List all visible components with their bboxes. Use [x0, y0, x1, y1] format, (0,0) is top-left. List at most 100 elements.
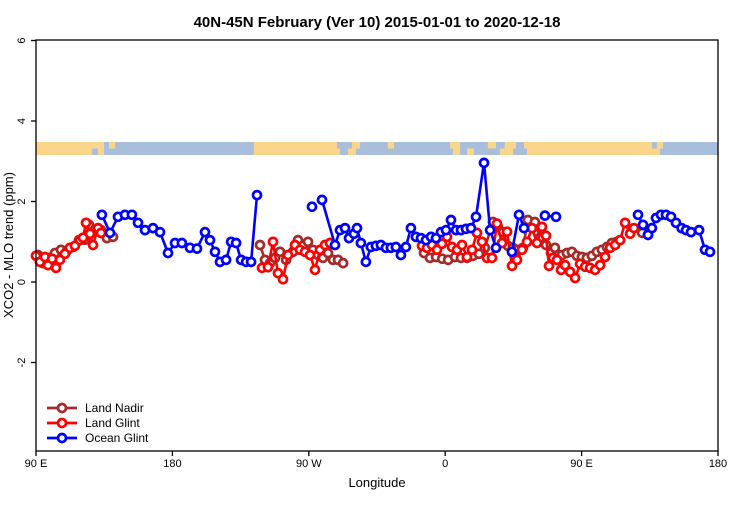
data-point: [466, 244, 478, 256]
data-point: [569, 272, 581, 284]
map-strip-segment-land: [656, 142, 663, 149]
chart-title: 40N-45N February (Ver 10) 2015-01-01 to …: [194, 14, 561, 31]
series-land-glint: [30, 217, 640, 285]
data-point: [516, 244, 528, 256]
data-point: [511, 254, 523, 266]
map-strip-segment-ocean: [512, 148, 528, 155]
data-point: [209, 246, 221, 258]
data-point: [282, 249, 294, 261]
map-strip-segment-land: [109, 142, 115, 149]
map-strip-segment-land: [450, 142, 461, 149]
data-point: [599, 251, 611, 263]
data-point: [230, 237, 242, 249]
data-point: [559, 259, 571, 271]
map-strip-segment-land: [527, 148, 660, 155]
data-point: [191, 243, 203, 254]
map-strip-segment-ocean: [104, 142, 110, 149]
data-point: [95, 227, 107, 239]
data-point: [339, 222, 351, 234]
data-point: [84, 228, 96, 240]
data-point: [628, 222, 640, 234]
map-strip-segment-land: [487, 142, 496, 149]
map-strip-segment-ocean: [515, 142, 525, 149]
data-point: [302, 236, 314, 248]
data-point: [491, 218, 503, 229]
plot-border: [35, 39, 719, 452]
data-point: [513, 209, 525, 221]
map-strip-segment-ocean: [114, 142, 254, 149]
map-strip-segment-ocean: [460, 142, 488, 149]
data-point: [351, 222, 363, 234]
legend-marker-icon: [56, 417, 68, 429]
map-strip-segment-ocean: [495, 142, 505, 149]
map-strip-segment-land: [36, 142, 105, 149]
data-point: [337, 257, 349, 269]
data-point: [445, 214, 457, 226]
data-point: [50, 262, 62, 274]
data-point: [254, 239, 266, 251]
data-point: [162, 247, 174, 259]
data-point: [87, 239, 99, 251]
x-tick-label: 0: [442, 458, 448, 470]
x-tick-label: 90 W: [296, 458, 322, 470]
data-point: [632, 209, 644, 221]
data-point: [614, 234, 626, 246]
x-tick-label: 90 E: [25, 458, 48, 470]
data-point: [551, 254, 563, 266]
data-point: [540, 230, 552, 242]
map-strip-segment-ocean: [104, 148, 254, 155]
y-tick-label: 0: [16, 279, 28, 285]
data-point: [536, 221, 548, 233]
data-point: [309, 264, 321, 276]
map-strip-segment-land: [97, 148, 105, 155]
legend-marker-icon: [56, 402, 68, 414]
data-point: [704, 246, 716, 258]
data-point: [126, 209, 138, 221]
data-point: [304, 249, 316, 261]
data-point: [245, 256, 257, 268]
data-point: [539, 210, 551, 221]
legend-item-land-nadir: Land Nadir: [47, 401, 144, 415]
data-point: [440, 224, 452, 236]
map-strip-segment-land: [524, 142, 652, 149]
data-point: [360, 256, 372, 268]
data-point: [199, 226, 211, 238]
map-strip: [36, 142, 718, 155]
map-strip-segment-ocean: [393, 142, 451, 149]
map-strip-segment-ocean: [651, 142, 657, 149]
series-ocean-glint: [96, 157, 716, 268]
y-axis-title: XCO2 - MLO trend (ppm): [1, 172, 16, 318]
data-point: [465, 222, 477, 234]
data-point: [478, 157, 490, 169]
data-point: [506, 246, 518, 258]
data-point: [277, 273, 289, 285]
map-strip-segment-ocean: [355, 148, 453, 155]
data-point: [476, 236, 488, 248]
x-tick-label: 90 E: [570, 458, 593, 470]
data-point: [646, 222, 658, 234]
data-point: [543, 260, 555, 272]
data-point: [176, 237, 188, 249]
data-series: [30, 157, 716, 285]
data-point: [154, 226, 166, 238]
data-point: [456, 239, 468, 251]
map-strip-segment-ocean: [340, 148, 349, 155]
map-strip-segment-land: [351, 142, 361, 149]
data-point: [251, 189, 263, 201]
legend-item-land-glint: Land Glint: [47, 416, 140, 430]
data-point: [518, 222, 530, 234]
map-strip-segment-land: [452, 148, 461, 155]
data-point: [521, 236, 533, 248]
map-strip-segment-land: [500, 148, 513, 155]
data-point: [619, 217, 631, 229]
data-point: [355, 237, 367, 249]
map-strip-segment-ocean: [659, 148, 718, 155]
data-point: [96, 209, 108, 221]
data-point: [390, 241, 402, 253]
legend-label: Ocean Glint: [85, 431, 149, 445]
plot-frame: 90 E 180 90 W 0 90 E 180 6 4 2 0 -2: [16, 37, 727, 470]
legend-label: Land Glint: [85, 416, 140, 430]
